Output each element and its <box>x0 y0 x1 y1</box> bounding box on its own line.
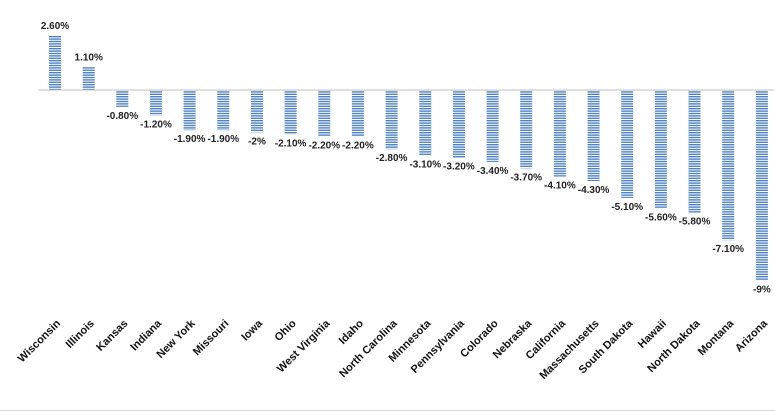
value-label: -1.20% <box>140 119 172 130</box>
bar-pennsylvania <box>452 90 465 158</box>
bar-north-carolina <box>385 90 398 150</box>
bar-idaho <box>351 90 364 137</box>
bars-layer <box>49 35 768 281</box>
bar-iowa <box>251 90 263 133</box>
value-label: -2% <box>248 136 266 147</box>
category-label: Massachusetts <box>537 318 601 382</box>
value-label: -2.20% <box>342 141 374 152</box>
bar-hawaii <box>654 90 667 209</box>
category-label: Wisconsin <box>16 317 64 365</box>
value-label: -2.10% <box>275 138 307 149</box>
value-label: -4.30% <box>578 185 610 196</box>
category-label: Idaho <box>337 317 366 346</box>
bar-arizona <box>755 90 768 281</box>
bar-north-dakota <box>688 90 701 213</box>
category-label: North Carolina <box>337 317 400 380</box>
value-label: -1.90% <box>207 134 239 145</box>
value-label: 2.60% <box>41 21 69 32</box>
category-label: Iowa <box>239 317 265 343</box>
bar-indiana <box>150 90 162 116</box>
category-label: Ohio <box>273 317 299 343</box>
category-label: Montana <box>696 317 737 358</box>
value-label: -3.70% <box>510 172 542 183</box>
value-label: -5.80% <box>679 217 711 228</box>
value-label: -2.20% <box>308 141 340 152</box>
category-label: Hawaii <box>636 318 669 351</box>
bar-west-virginia <box>318 90 331 137</box>
bar-nebraska <box>520 90 533 169</box>
bar-illinois <box>82 66 95 90</box>
bar-minnesota <box>419 90 432 156</box>
bar-wisconsin <box>49 35 61 90</box>
value-label: 1.10% <box>75 53 103 64</box>
category-label: Illinois <box>64 318 97 351</box>
bar-montana <box>722 90 735 241</box>
value-labels: 2.60%1.10%-0.80%-1.20%-1.90% -1.90% -2% -2.… <box>41 21 771 295</box>
bar-california <box>553 90 566 177</box>
value-label: -3.20% <box>443 162 475 173</box>
bar-kansas <box>116 90 129 107</box>
category-label: Kansas <box>94 318 130 354</box>
bar-south-dakota <box>621 90 634 198</box>
category-label: Missouri <box>191 318 231 358</box>
value-label: -2.80% <box>376 153 408 164</box>
value-label: -4.10% <box>544 181 576 192</box>
bar-ohio <box>284 90 297 135</box>
bar-colorado <box>486 90 499 162</box>
bar-missouri <box>217 90 230 131</box>
value-label: -0.80% <box>106 111 138 122</box>
value-label: -1.90% <box>174 134 206 145</box>
value-label: -3.10% <box>409 160 441 171</box>
value-label: -9% <box>753 284 771 295</box>
value-label: -5.10% <box>611 202 643 213</box>
value-label: -7.10% <box>712 244 744 255</box>
value-label: -5.60% <box>645 213 677 224</box>
value-label: -3.40% <box>477 166 509 177</box>
bar-new-york <box>183 90 196 131</box>
category-label: Arizona <box>733 317 771 355</box>
bar-massachusetts <box>587 90 600 181</box>
